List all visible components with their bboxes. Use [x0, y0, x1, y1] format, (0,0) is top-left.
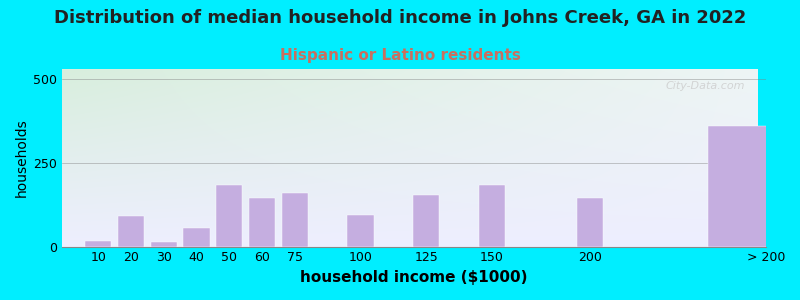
Bar	[413, 195, 439, 247]
Y-axis label: households: households	[15, 118, 29, 197]
Text: Distribution of median household income in Johns Creek, GA in 2022: Distribution of median household income …	[54, 9, 746, 27]
Bar	[85, 241, 111, 247]
Text: Hispanic or Latino residents: Hispanic or Latino residents	[279, 48, 521, 63]
Bar	[150, 242, 177, 247]
X-axis label: household income ($1000): household income ($1000)	[300, 270, 528, 285]
Bar	[183, 228, 210, 247]
Text: City-Data.com: City-Data.com	[665, 81, 745, 92]
Bar	[478, 184, 505, 247]
Bar	[118, 216, 144, 247]
Bar	[249, 198, 275, 247]
Bar	[708, 126, 800, 247]
Bar	[282, 193, 308, 247]
Bar	[216, 184, 242, 247]
Bar	[577, 198, 603, 247]
Bar	[347, 215, 374, 247]
